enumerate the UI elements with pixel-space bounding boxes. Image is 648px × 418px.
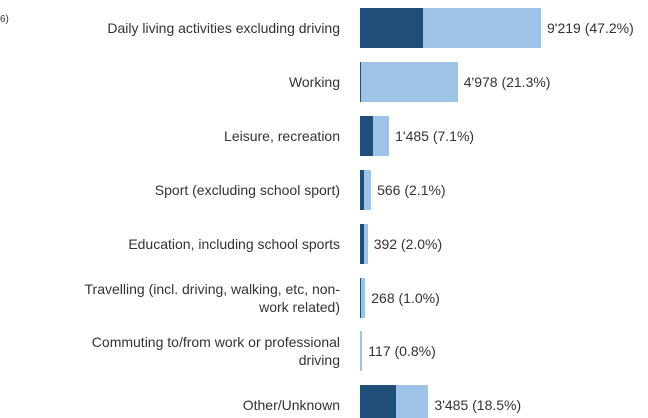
- total-label: 4'978 (21.3%): [463, 73, 551, 90]
- bar-segment: [360, 277, 366, 318]
- bar-segment: [360, 277, 361, 318]
- category-label: Education, including school sports: [128, 235, 340, 252]
- bar-segment: [360, 385, 396, 418]
- total-label: 566 (2.1%): [377, 181, 446, 198]
- total-label: 392 (2.0%): [373, 235, 443, 252]
- category-label: Leisure, recreation: [224, 127, 340, 144]
- total-label: 9'219 (47.2%): [547, 20, 634, 36]
- bar-segment: [360, 169, 364, 210]
- bar-segment: [360, 8, 424, 48]
- annotation: 6): [0, 14, 9, 25]
- category-label: Travelling (incl. driving, walking, etc,…: [84, 280, 340, 315]
- bar-segment: [360, 223, 364, 264]
- category-label: Sport (excluding school sport): [154, 181, 340, 198]
- category-label: Daily living activities excluding drivin…: [107, 20, 340, 36]
- total-label: 1'485 (7.1%): [395, 127, 475, 144]
- category-label: Other/Unknown: [242, 397, 340, 414]
- bar-segment: [395, 385, 429, 418]
- bar-segment: [372, 115, 390, 156]
- bar-segment: [360, 331, 363, 372]
- total-label: 268 (1.0%): [371, 289, 440, 306]
- total-label: 3'485 (18.5%): [434, 397, 522, 414]
- category-label: Working: [288, 73, 340, 90]
- bar-segment: [360, 61, 361, 102]
- bar-segment: [363, 223, 368, 264]
- total-label: 117 (0.8%): [368, 343, 436, 360]
- bar-segment: [423, 8, 541, 48]
- category-label: Commuting to/from work or professional d…: [91, 334, 340, 369]
- bar-segment: [363, 169, 372, 210]
- bar-segment: [360, 115, 373, 156]
- bar-segment: [360, 61, 458, 102]
